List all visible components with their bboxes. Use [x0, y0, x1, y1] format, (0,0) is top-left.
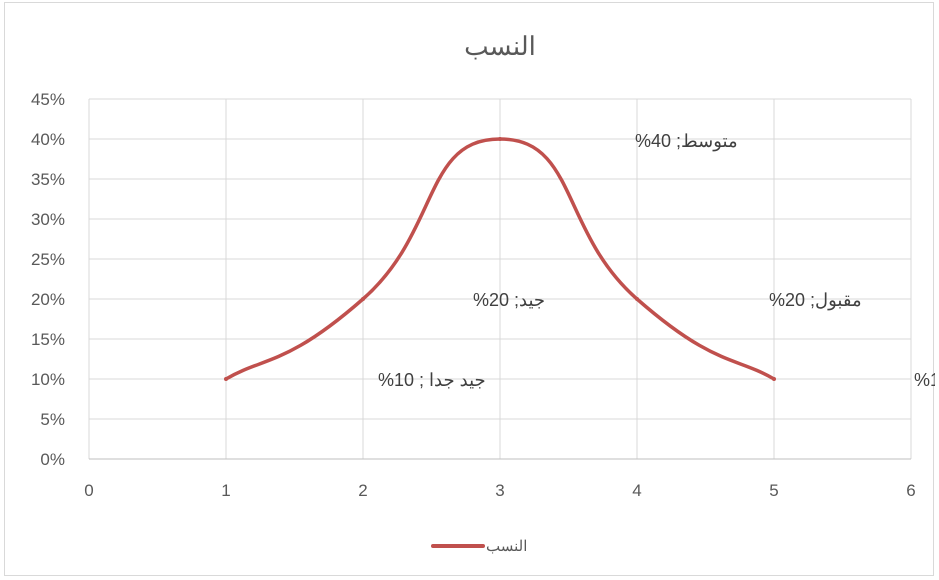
y-tick-label: 10%: [31, 370, 65, 389]
legend-label: النسب: [486, 538, 527, 555]
y-tick-label: 0%: [40, 450, 65, 469]
data-point: [361, 297, 365, 301]
x-tick-label: 4: [632, 481, 641, 500]
x-tick-label: 3: [495, 481, 504, 500]
y-tick-label: 35%: [31, 170, 65, 189]
y-tick-label: 25%: [31, 250, 65, 269]
data-label: جيد جدا ; 10%: [378, 370, 486, 390]
line-chart: 0% 5% 10% 15% 20% 25% 30% 35% 40% 45% 0 1 2 3 4 5 6 جيد …: [31, 31, 935, 555]
data-point: [498, 137, 502, 141]
data-label: مقبول; 20%: [769, 290, 862, 311]
x-tick-label: 6: [906, 481, 915, 500]
x-tick-label: 5: [769, 481, 778, 500]
x-tick-label: 1: [221, 481, 230, 500]
x-tick-label: 0: [84, 481, 93, 500]
legend: النسب: [431, 538, 527, 555]
data-label: ضعيف; 10%: [914, 370, 935, 390]
y-tick-label: 15%: [31, 330, 65, 349]
data-label: جيد; 20%: [473, 290, 545, 310]
y-tick-label: 45%: [31, 90, 65, 109]
chart-frame: 0% 5% 10% 15% 20% 25% 30% 35% 40% 45% 0 1 2 3 4 5 6 جيد …: [4, 2, 935, 576]
data-point: [772, 377, 776, 381]
data-label: متوسط; 40%: [635, 131, 738, 152]
data-point: [224, 377, 228, 381]
x-tick-label: 2: [358, 481, 367, 500]
y-tick-label: 40%: [31, 130, 65, 149]
y-tick-label: 30%: [31, 210, 65, 229]
data-point: [635, 297, 639, 301]
y-tick-label: 20%: [31, 290, 65, 309]
y-tick-label: 5%: [40, 410, 65, 429]
chart-title: النسب: [464, 31, 536, 61]
